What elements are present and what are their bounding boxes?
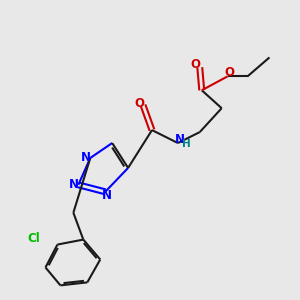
Text: N: N (80, 152, 90, 164)
Text: O: O (134, 98, 144, 110)
Text: N: N (175, 133, 185, 146)
Text: N: N (68, 178, 78, 191)
Text: Cl: Cl (27, 232, 40, 245)
Text: N: N (102, 189, 112, 202)
Text: O: O (191, 58, 201, 71)
Text: O: O (224, 66, 234, 79)
Text: H: H (182, 139, 191, 148)
